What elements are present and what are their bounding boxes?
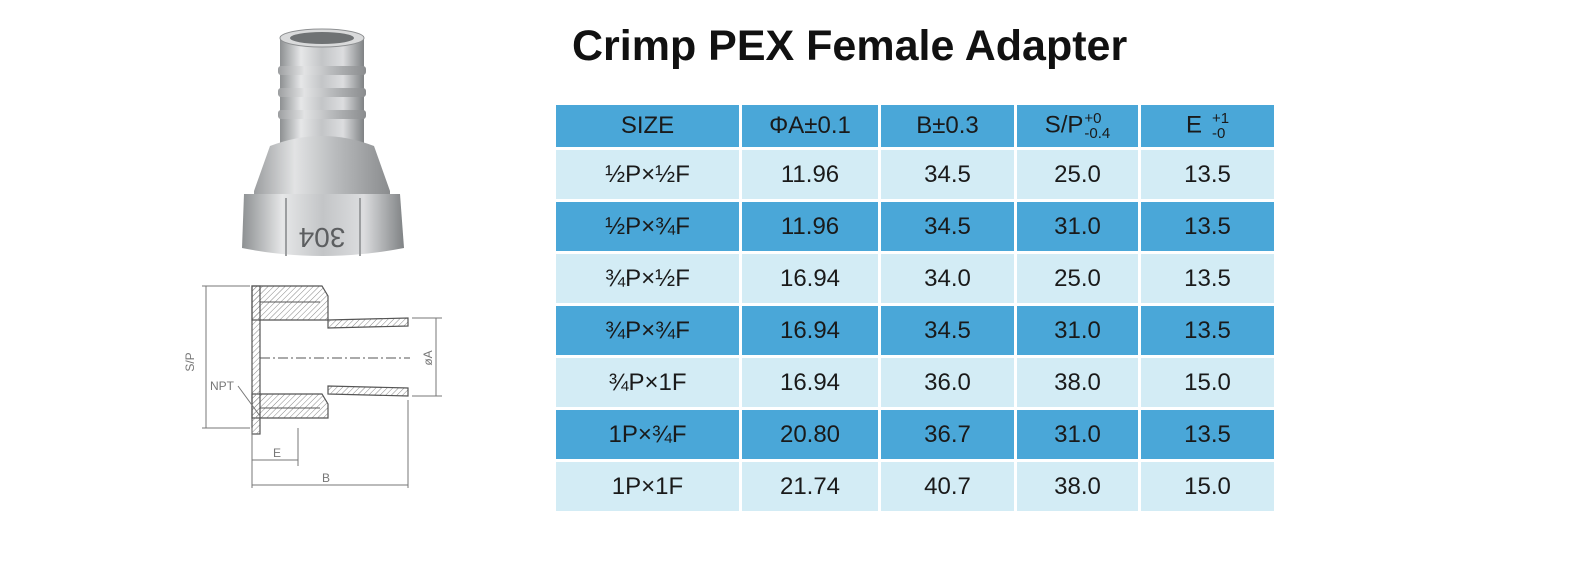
cell-sp: 25.0 — [1014, 147, 1141, 202]
npt-label: NPT — [210, 379, 235, 393]
phi-a-dimension-label: øA — [421, 350, 435, 365]
cell-b: 36.0 — [878, 355, 1017, 410]
cell-size: ½P×¾F — [553, 199, 742, 254]
cell-e: 15.0 — [1138, 459, 1277, 514]
cell-sp: 38.0 — [1014, 459, 1141, 514]
b-dimension-label: B — [322, 471, 330, 485]
cell-e: 13.5 — [1138, 199, 1277, 254]
cross-section-drawing: S/P NPT øA E B — [183, 285, 442, 488]
table-row: ½P×¾F 11.96 34.5 31.0 13.5 — [553, 199, 1277, 254]
header-e-label: E — [1185, 111, 1202, 139]
cell-e: 13.5 — [1138, 407, 1277, 462]
cell-phi-a: 20.80 — [739, 407, 881, 462]
cell-sp: 31.0 — [1014, 407, 1141, 462]
cell-b: 36.7 — [878, 407, 1017, 462]
material-stamp: 304 — [299, 222, 346, 253]
table-row: ¾P×¾F 16.94 34.5 31.0 13.5 — [553, 303, 1277, 358]
header-sp: S/P +0 -0.4 — [1014, 102, 1141, 150]
table-row: ¾P×½F 16.94 34.0 25.0 13.5 — [553, 251, 1277, 306]
table-row: ¾P×1F 16.94 36.0 38.0 15.0 — [553, 355, 1277, 410]
cell-size: ½P×½F — [553, 147, 742, 202]
cell-b: 34.0 — [878, 251, 1017, 306]
header-sp-lower-tol: -0.4 — [1084, 125, 1111, 142]
spec-table: SIZE ΦA±0.1 B±0.3 S/P +0 -0.4 E +1 -0 ½P×½F … — [553, 102, 1277, 514]
cell-size: 1P×1F — [553, 459, 742, 514]
cell-phi-a: 16.94 — [739, 355, 881, 410]
header-e-lower-tol: -0 — [1211, 125, 1226, 142]
cell-size: 1P×¾F — [553, 407, 742, 462]
header-e: E +1 -0 — [1138, 102, 1277, 150]
header-size: SIZE — [553, 102, 742, 150]
cell-sp: 31.0 — [1014, 199, 1141, 254]
cell-phi-a: 21.74 — [739, 459, 881, 514]
e-dimension-label: E — [273, 446, 281, 460]
cell-phi-a: 11.96 — [739, 199, 881, 254]
cell-e: 13.5 — [1138, 251, 1277, 306]
cell-b: 34.5 — [878, 199, 1017, 254]
cell-size: ¾P×½F — [553, 251, 742, 306]
cell-b: 34.5 — [878, 147, 1017, 202]
cell-phi-a: 16.94 — [739, 251, 881, 306]
cell-e: 13.5 — [1138, 303, 1277, 358]
cell-e: 13.5 — [1138, 147, 1277, 202]
cell-phi-a: 11.96 — [739, 147, 881, 202]
table-row: 1P×¾F 20.80 36.7 31.0 13.5 — [553, 407, 1277, 462]
header-e-upper-tol: +1 — [1211, 110, 1230, 127]
cell-b: 34.5 — [878, 303, 1017, 358]
cell-sp: 25.0 — [1014, 251, 1141, 306]
header-sp-upper-tol: +0 — [1084, 110, 1102, 127]
cell-phi-a: 16.94 — [739, 303, 881, 358]
cell-size: ¾P×1F — [553, 355, 742, 410]
pex-female-adapter-photo: 304 — [242, 28, 404, 256]
header-sp-label: S/P — [1044, 111, 1084, 139]
table-header-row: SIZE ΦA±0.1 B±0.3 S/P +0 -0.4 E +1 -0 — [553, 102, 1277, 150]
cell-sp: 31.0 — [1014, 303, 1141, 358]
cell-b: 40.7 — [878, 459, 1017, 514]
table-row: ½P×½F 11.96 34.5 25.0 13.5 — [553, 147, 1277, 202]
header-b: B±0.3 — [878, 102, 1017, 150]
table-row: 1P×1F 21.74 40.7 38.0 15.0 — [553, 459, 1277, 514]
header-phi-a: ΦA±0.1 — [739, 102, 881, 150]
sp-dimension-label: S/P — [183, 352, 197, 371]
cell-size: ¾P×¾F — [553, 303, 742, 358]
cell-e: 15.0 — [1138, 355, 1277, 410]
cell-sp: 38.0 — [1014, 355, 1141, 410]
page-title: Crimp PEX Female Adapter — [572, 22, 1128, 70]
